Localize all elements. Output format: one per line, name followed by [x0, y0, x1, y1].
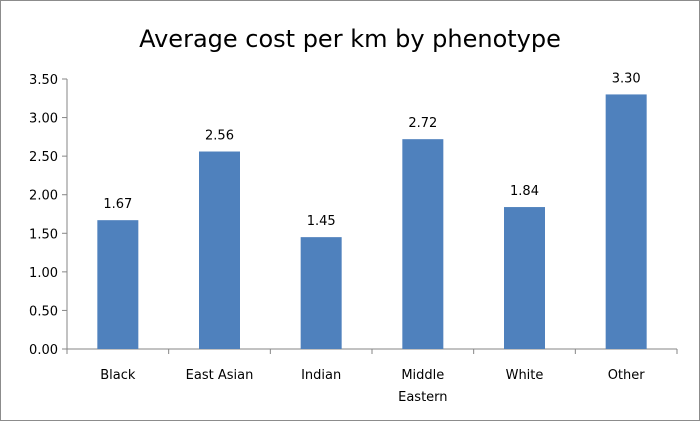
data-label: 1.84: [510, 184, 539, 199]
axes: 0.00 0.50 1.00 1.50 2.00 2.50 3.00 3.50: [29, 73, 678, 358]
y-tick-label: 0.50: [29, 304, 58, 319]
y-tick-label: 1.50: [29, 227, 58, 242]
category-label: Black: [100, 368, 136, 383]
data-label: 3.30: [612, 71, 641, 86]
bars: [97, 94, 647, 349]
y-tick-label: 0.00: [29, 343, 58, 358]
bar: [97, 220, 139, 349]
bar: [605, 94, 647, 349]
data-label: 1.45: [307, 214, 336, 229]
category-label: Middle Eastern: [398, 368, 447, 405]
category-label: Other: [608, 368, 646, 383]
labels: 1.67 Black 2.56 East Asian 1.45 Indian 2.72 Mid…: [100, 71, 645, 405]
bar: [504, 207, 545, 349]
data-label: 2.56: [205, 129, 234, 144]
y-tick-label: 3.00: [29, 112, 58, 127]
chart-title: Average cost per km by phenotype: [139, 25, 561, 53]
bar: [199, 151, 240, 349]
bar: [300, 237, 342, 349]
data-label: 1.67: [103, 197, 132, 212]
bar: [402, 139, 444, 349]
category-label: East Asian: [186, 368, 254, 383]
y-tick-label: 3.50: [29, 73, 58, 88]
y-tick-label: 2.50: [29, 150, 58, 165]
data-label: 2.72: [408, 116, 437, 131]
category-label: White: [506, 368, 544, 383]
y-tick-label: 2.00: [29, 189, 58, 204]
category-label: Indian: [301, 368, 341, 383]
y-tick-label: 1.00: [29, 266, 58, 281]
